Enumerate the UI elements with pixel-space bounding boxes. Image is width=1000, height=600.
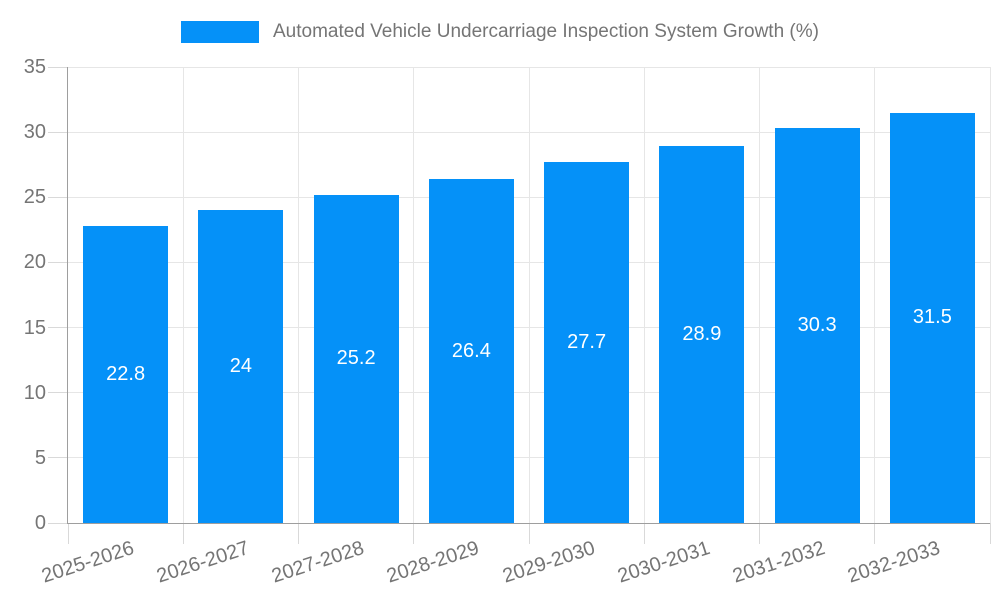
legend-label: Automated Vehicle Undercarriage Inspecti… [273, 21, 819, 42]
bar-value-label: 31.5 [912, 306, 952, 329]
bar-value-label: 27.7 [567, 331, 607, 354]
y-axis-tick-label: 25 [23, 186, 46, 209]
bar-value-label: 28.9 [682, 323, 722, 346]
x-gridline [298, 67, 299, 523]
bar[interactable]: 24 [198, 210, 284, 523]
bar-value-label: 25.2 [336, 347, 376, 370]
bar[interactable]: 22.8 [83, 225, 169, 523]
y-tick-mark [48, 261, 68, 263]
y-tick-mark [48, 327, 68, 329]
x-tick-mark [413, 523, 415, 544]
bar-value-label: 26.4 [451, 339, 491, 362]
bar[interactable]: 26.4 [428, 179, 514, 523]
x-tick-mark [67, 523, 69, 544]
x-tick-mark [298, 523, 299, 544]
x-axis-line [68, 523, 990, 524]
y-tick-mark [48, 392, 68, 394]
x-gridline [643, 67, 645, 523]
bar[interactable]: 30.3 [774, 128, 860, 523]
y-axis-tick-label: 10 [23, 381, 46, 404]
x-tick-mark [759, 523, 760, 544]
x-gridline [989, 67, 991, 523]
y-tick-mark [48, 457, 68, 459]
bar[interactable]: 28.9 [659, 146, 745, 523]
x-tick-mark [528, 523, 530, 544]
x-gridline [413, 67, 415, 523]
y-axis-line [67, 67, 68, 524]
x-tick-mark [989, 523, 991, 544]
bar[interactable]: 27.7 [544, 162, 630, 523]
y-axis-tick-label: 5 [34, 446, 46, 469]
legend-swatch [181, 21, 259, 43]
bar-value-label: 30.3 [797, 314, 837, 337]
y-axis-tick-label: 0 [34, 512, 46, 534]
y-axis-tick-label: 35 [23, 56, 46, 78]
bar-value-label: 22.8 [106, 362, 146, 385]
chart-legend[interactable]: Automated Vehicle Undercarriage Inspecti… [0, 20, 1000, 44]
x-tick-mark [874, 523, 876, 544]
y-axis-tick-label: 30 [23, 121, 46, 144]
x-tick-mark [643, 523, 645, 544]
x-gridline [182, 67, 184, 523]
y-tick-mark [48, 522, 68, 524]
bar[interactable]: 31.5 [889, 112, 975, 523]
bar[interactable]: 25.2 [313, 194, 399, 523]
bar-value-label: 24 [229, 355, 252, 378]
y-tick-mark [48, 196, 68, 198]
x-gridline [874, 67, 876, 523]
y-axis-tick-label: 15 [23, 316, 46, 339]
y-axis-tick-label: 20 [23, 251, 46, 274]
y-tick-mark [48, 66, 68, 68]
x-gridline [528, 67, 530, 523]
y-tick-mark [48, 131, 68, 133]
x-tick-mark [182, 523, 184, 544]
x-gridline [759, 67, 760, 523]
